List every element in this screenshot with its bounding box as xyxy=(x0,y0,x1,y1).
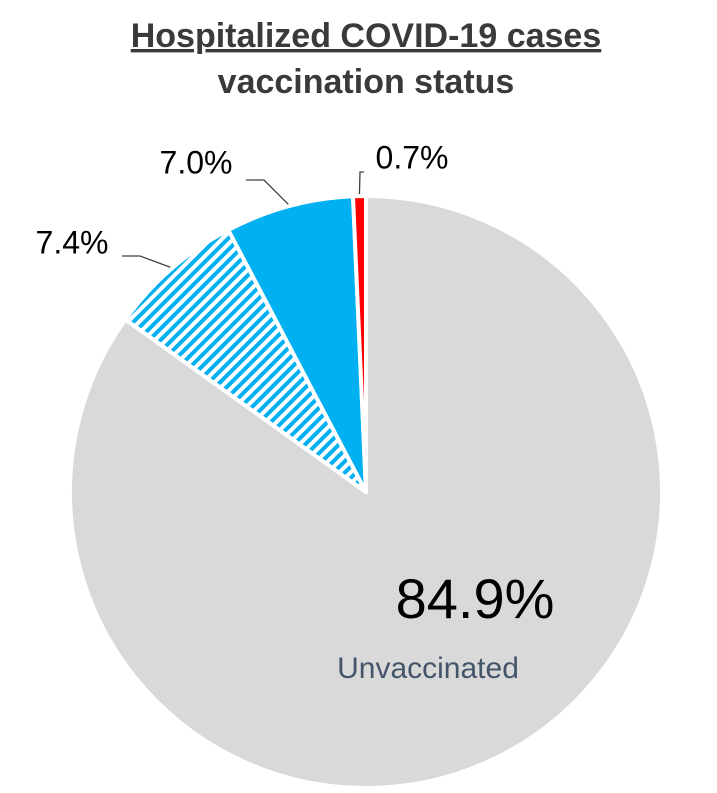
data-label: 7.4% xyxy=(36,224,109,260)
data-label: 7.0% xyxy=(160,144,233,180)
pie-slice xyxy=(226,194,368,494)
data-label: 84.9% xyxy=(396,567,555,630)
data-label: 0.7% xyxy=(376,139,449,175)
leader-line xyxy=(122,255,171,268)
pie-slice xyxy=(68,194,664,790)
chart-title: Hospitalized COVID-19 cases xyxy=(131,17,602,55)
chart-subtitle: vaccination status xyxy=(218,63,515,101)
leader-line xyxy=(246,179,289,205)
leader-line xyxy=(358,171,364,195)
slice-name: Unvaccinated xyxy=(337,652,519,685)
pie-slice xyxy=(123,227,368,494)
pie-slice xyxy=(350,194,368,494)
